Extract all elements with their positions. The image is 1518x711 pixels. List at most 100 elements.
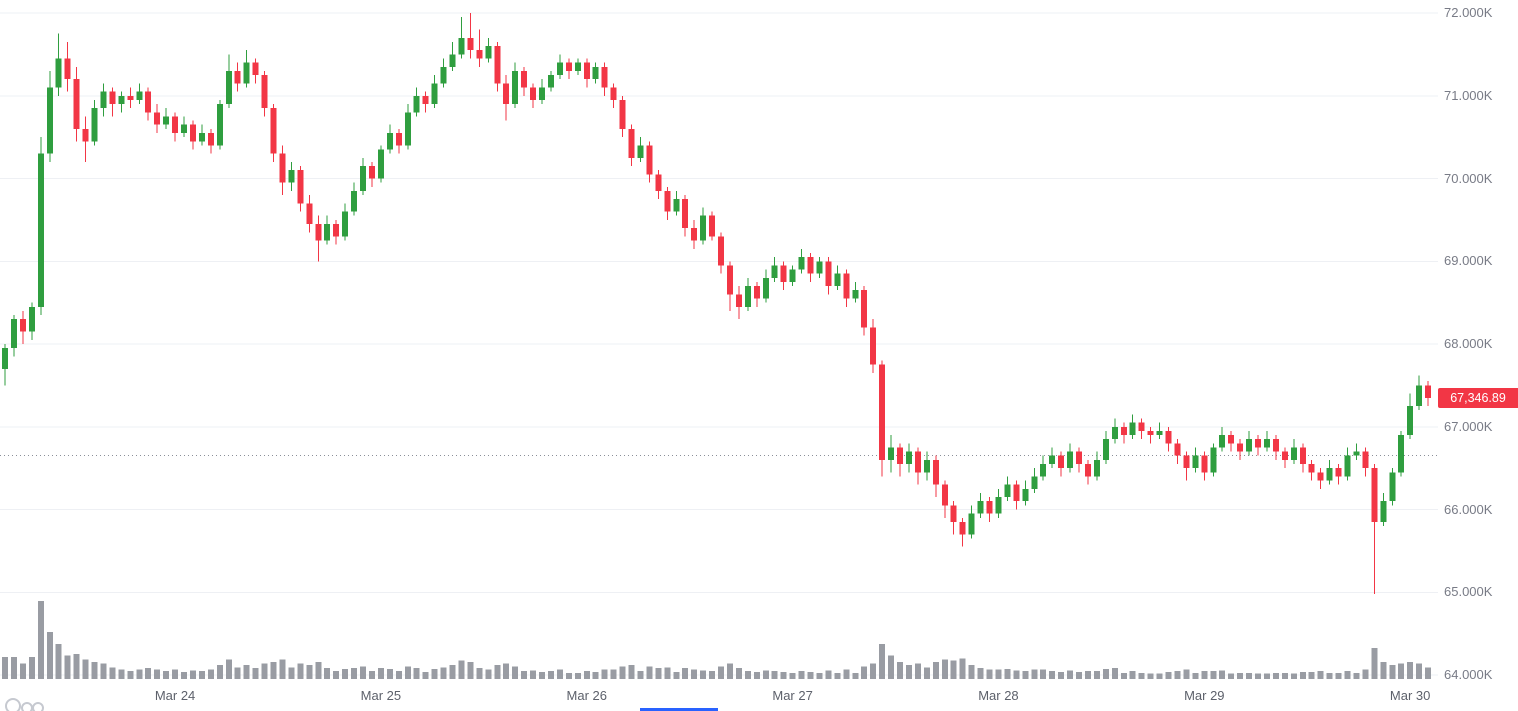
volume-bar xyxy=(163,671,170,679)
volume-bar xyxy=(82,659,89,679)
volume-bar xyxy=(225,659,232,679)
volume-bar xyxy=(950,660,957,679)
candle-body xyxy=(834,273,841,287)
candle-body xyxy=(1344,455,1351,477)
candle-body xyxy=(189,124,196,142)
volume-bar xyxy=(404,666,411,679)
candle-body xyxy=(234,70,241,84)
volume-bar xyxy=(547,671,554,679)
candle-body xyxy=(682,199,689,229)
candle-body xyxy=(852,290,859,299)
volume-bar xyxy=(1407,661,1414,679)
volume-bar xyxy=(539,671,545,679)
price-axis-label: 66.000K xyxy=(1444,501,1493,517)
candle-body xyxy=(986,501,993,514)
candle-body xyxy=(440,66,447,84)
candle-body xyxy=(100,91,107,109)
volume-bar xyxy=(1344,671,1351,679)
candle-body xyxy=(118,95,125,105)
volume-bar xyxy=(1156,673,1163,679)
candle-body xyxy=(1138,422,1145,431)
candle-body xyxy=(270,108,277,154)
candle-body xyxy=(789,269,796,282)
candle-body xyxy=(1228,435,1235,444)
candle-body xyxy=(1174,443,1181,456)
volume-bar xyxy=(449,664,456,679)
volume-bar xyxy=(19,663,26,679)
candle-body xyxy=(127,95,134,100)
volume-bar xyxy=(726,663,733,679)
volume-bar xyxy=(1219,670,1226,679)
volume-bar xyxy=(1120,672,1127,679)
volume-bar xyxy=(646,666,653,679)
volume-bar xyxy=(565,672,572,679)
volume-bar xyxy=(1281,672,1288,679)
candle-body xyxy=(315,224,322,241)
volume-bar xyxy=(1049,671,1056,679)
candle-body xyxy=(1237,443,1244,452)
candle-body xyxy=(798,257,805,270)
candle-body xyxy=(198,132,205,142)
volume-bar xyxy=(207,669,214,679)
candle-body xyxy=(1040,463,1047,477)
volume-bar xyxy=(360,666,366,679)
volume-bar xyxy=(735,668,742,679)
volume-bar xyxy=(100,663,107,679)
candle-body xyxy=(243,62,250,84)
volume-bar xyxy=(503,663,510,679)
volume-bar xyxy=(64,655,71,679)
volume-bar xyxy=(1084,671,1091,679)
time-axis-label: Mar 27 xyxy=(772,688,813,703)
time-axis-label: Mar 25 xyxy=(360,688,402,703)
candle-body xyxy=(771,265,778,278)
volume-bar xyxy=(753,671,760,679)
candle-body xyxy=(959,521,966,535)
candle-body xyxy=(1317,472,1324,481)
volume-bar xyxy=(181,671,187,679)
candle-body xyxy=(556,62,563,76)
volume-bar xyxy=(189,670,196,679)
candle-body xyxy=(1219,435,1226,448)
candle-body xyxy=(646,145,653,175)
volume-bar xyxy=(234,667,241,679)
candle-body xyxy=(583,62,590,80)
volume-bar xyxy=(968,664,975,679)
candle-body xyxy=(172,116,179,133)
candle-body xyxy=(691,228,698,241)
volume-bar xyxy=(270,661,277,679)
candle-body xyxy=(2,348,8,369)
volume-bar xyxy=(592,671,599,679)
volume-bar xyxy=(440,667,447,679)
candle-body xyxy=(1147,430,1154,436)
volume-bar xyxy=(10,657,17,679)
volume-bar xyxy=(601,669,608,679)
candle-body xyxy=(458,37,465,55)
volume-bar xyxy=(1326,672,1333,679)
volume-bar xyxy=(172,669,179,679)
candle-body xyxy=(574,62,581,71)
volume-bar xyxy=(521,671,528,679)
candle-body xyxy=(1156,430,1163,436)
candle-body xyxy=(512,70,519,105)
volume-bar xyxy=(1389,664,1396,679)
candle-body xyxy=(547,75,554,88)
chart-logo[interactable] xyxy=(4,694,44,711)
candle-body xyxy=(941,484,948,506)
candle-body xyxy=(1022,488,1029,502)
volume-bar xyxy=(458,660,465,679)
candle-body xyxy=(601,66,608,88)
volume-bar xyxy=(914,663,921,679)
volume-bar xyxy=(216,664,223,679)
candle-body xyxy=(610,87,617,100)
volume-bar xyxy=(386,668,393,679)
volume-bar xyxy=(905,664,912,679)
candle-body xyxy=(861,290,868,328)
volume-bar xyxy=(127,671,134,679)
volume-bar xyxy=(118,669,125,679)
candle-body xyxy=(1058,455,1065,469)
volume-bar xyxy=(368,671,375,679)
volume-bar xyxy=(941,659,948,679)
candle-body xyxy=(145,91,152,113)
volume-bar xyxy=(145,668,152,679)
